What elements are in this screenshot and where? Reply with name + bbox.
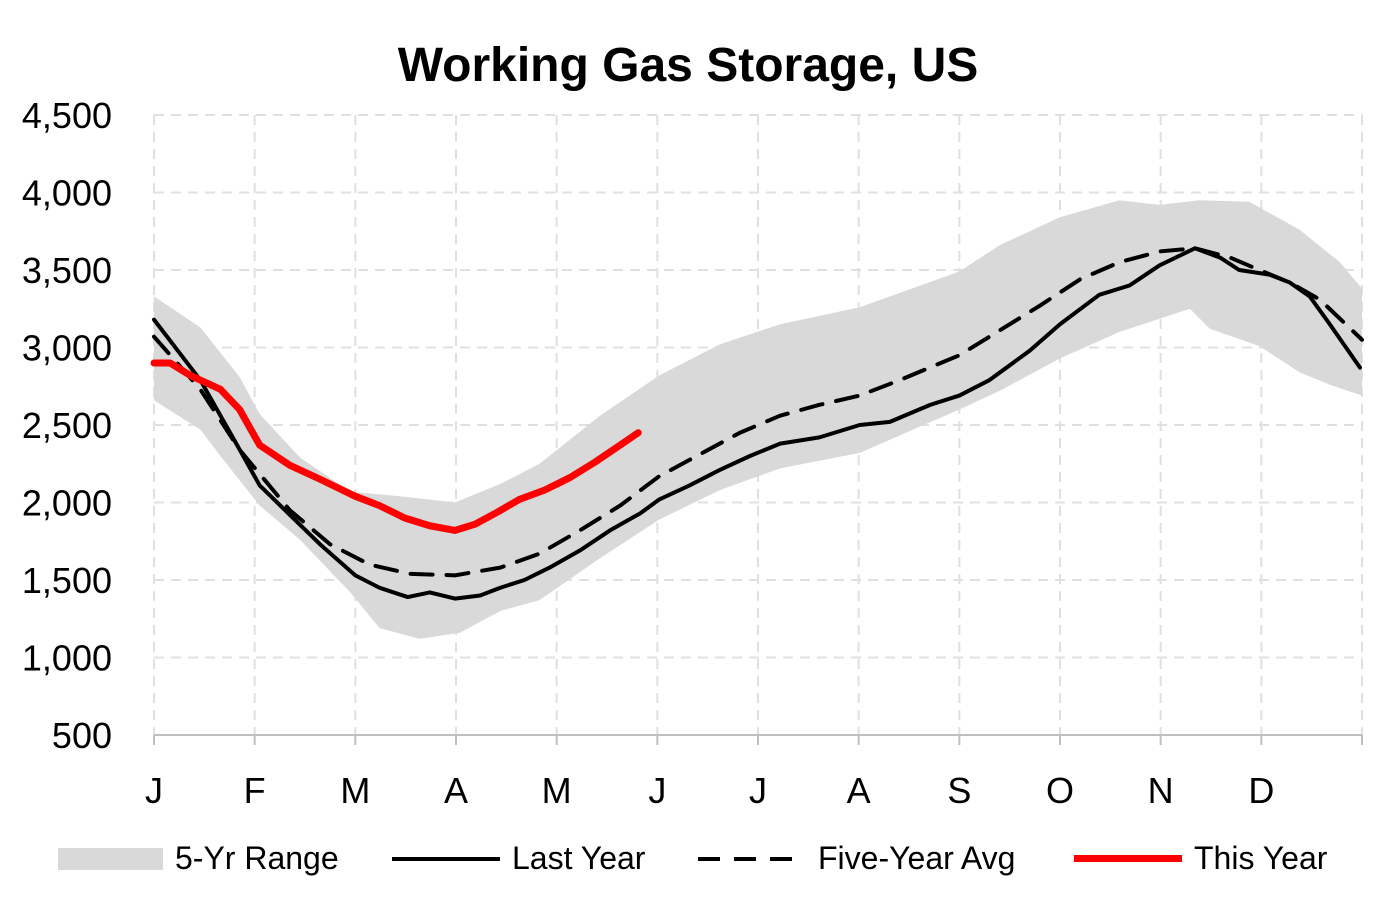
series-line-this-year [150,359,642,534]
legend-item-five-year-avg: Five-Year Avg [698,840,1015,877]
x-tick-label: M [340,770,370,811]
legend-label-range: 5-Yr Range [175,840,339,876]
legend: 5-Yr Range Last Year Five-Year Avg This … [0,840,1376,888]
legend-swatch-this-year [1074,855,1182,862]
chart-title: Working Gas Storage, US [397,39,979,92]
y-tick-label: 3,500 [22,250,112,291]
y-tick-label: 3,000 [22,328,112,369]
y-tick-label: 500 [52,715,112,756]
legend-item-this-year: This Year [1074,840,1327,877]
legend-label-five-year-avg: Five-Year Avg [818,840,1016,876]
y-tick-label: 1,000 [22,638,112,679]
x-tick-label: M [542,770,572,811]
x-tick-label: N [1148,770,1174,811]
x-tick-label: J [749,770,767,811]
x-tick-label: J [145,770,163,811]
y-tick-label: 4,000 [22,173,112,214]
x-tick-label: J [648,770,666,811]
x-tick-label: A [444,770,468,811]
legend-item-last-year: Last Year [392,840,645,877]
legend-item-range: 5-Yr Range [58,840,339,877]
legend-swatch-last-year [392,856,500,861]
y-tick-label: 2,000 [22,483,112,524]
legend-label-this-year: This Year [1194,840,1328,876]
x-tick-label: D [1248,770,1274,811]
y-tick-label: 4,500 [22,95,112,136]
x-tick-label: O [1046,770,1074,811]
legend-swatch-five-year-avg [698,856,806,861]
series-line-five-year-avg [152,246,1364,578]
x-tick-label: A [847,770,871,811]
x-tick-label: F [244,770,266,811]
y-tick-label: 2,500 [22,405,112,446]
legend-swatch-range [58,847,163,870]
y-tick-label: 1,500 [22,560,112,601]
legend-label-last-year: Last Year [512,840,646,876]
range-band [154,200,1362,639]
x-tick-label: S [947,770,971,811]
